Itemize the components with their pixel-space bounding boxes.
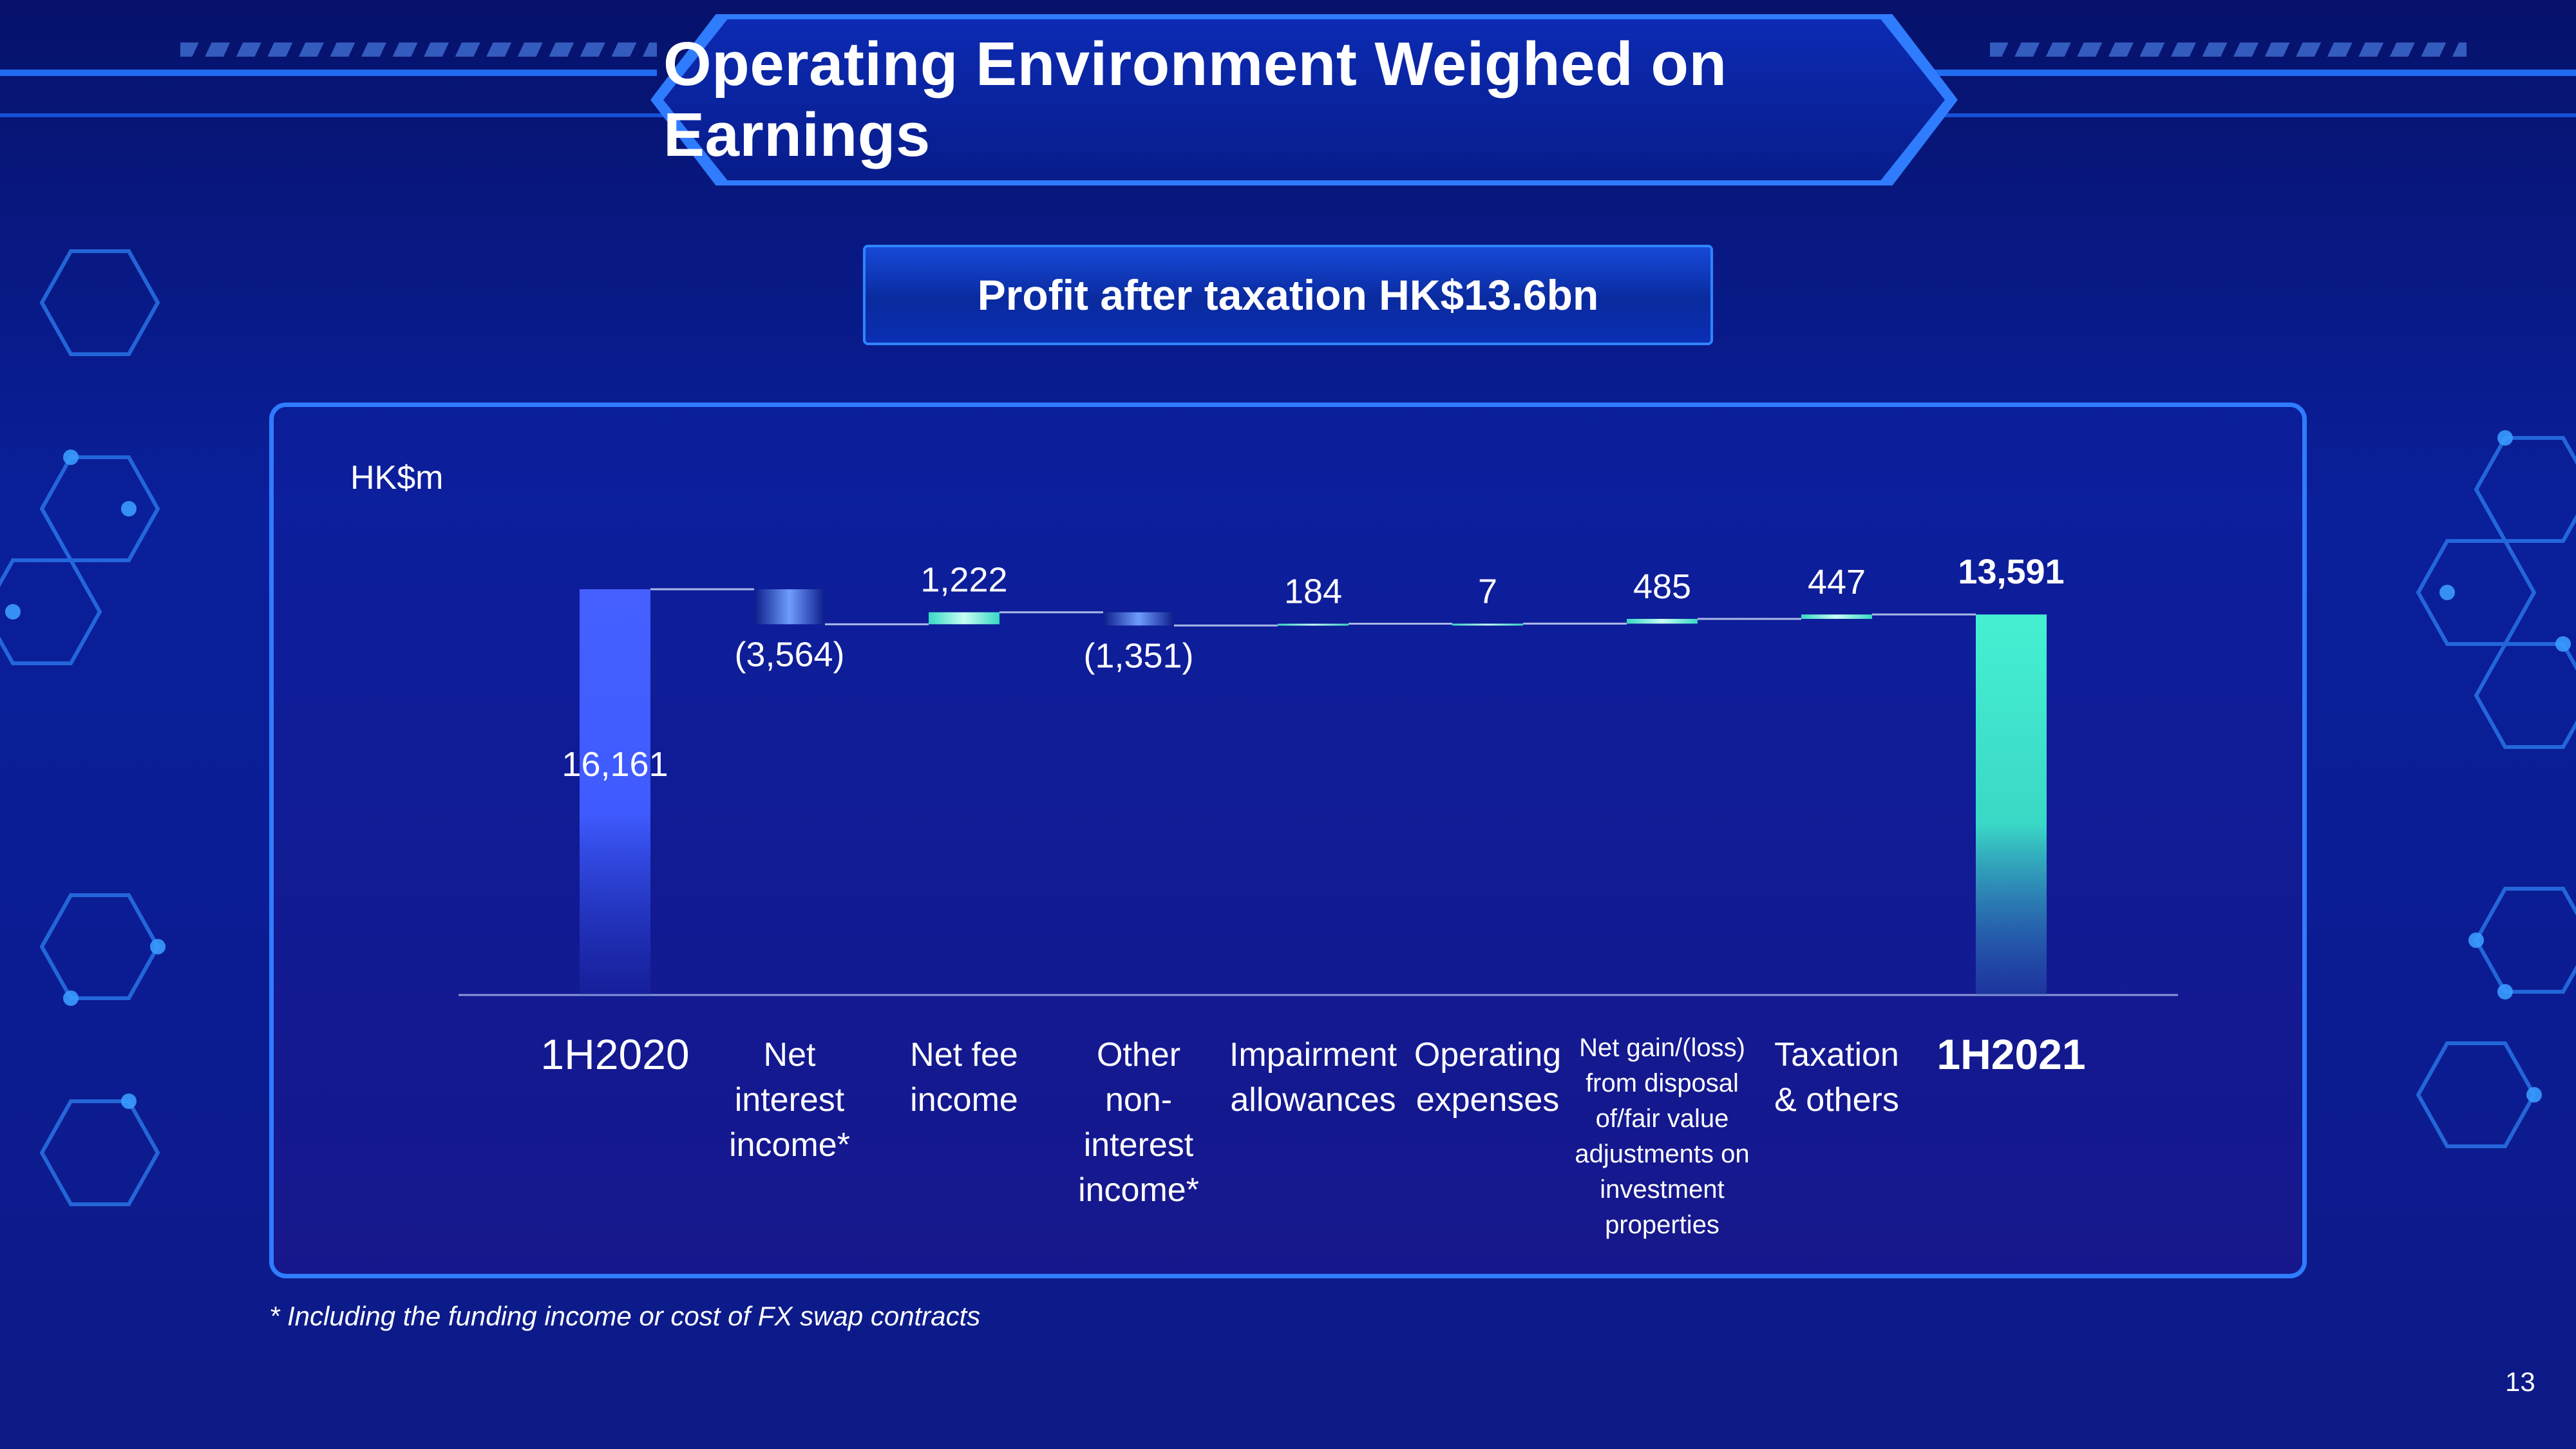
header-stripes-left: [180, 43, 657, 57]
value-label-1: (3,564): [734, 635, 844, 674]
header-line-right-lower: [1906, 113, 2576, 117]
profit-banner: Profit after taxation HK$13.6bn: [863, 245, 1713, 345]
category-label-3: Other non-interest income*: [1078, 1036, 1199, 1209]
value-label-2: 1,222: [920, 561, 1007, 600]
bar-8: [1976, 614, 2047, 995]
bar-3: [1103, 612, 1174, 626]
bar-6: [1627, 618, 1698, 624]
value-label-7: 447: [1808, 563, 1866, 601]
value-label-6: 485: [1633, 567, 1691, 606]
header-stripes-right: [1990, 43, 2467, 57]
category-label-1: Net interest income*: [729, 1036, 850, 1164]
page-number: 13: [2505, 1367, 2535, 1397]
bar-7: [1801, 614, 1872, 619]
value-label-4: 184: [1284, 572, 1342, 611]
category-label-2: Net fee income: [910, 1036, 1018, 1119]
header-line-left: [0, 70, 657, 76]
bar-0: [580, 589, 650, 995]
bar-4: [1278, 623, 1349, 626]
header-line-right: [1919, 70, 2576, 76]
hexagon-pattern-right: [2416, 430, 2576, 1148]
title-plate: [663, 19, 1945, 180]
bar-2: [929, 612, 999, 625]
page-title: Operating Environment Weighed on Earning…: [663, 30, 1727, 169]
value-label-3: (1,351): [1083, 636, 1193, 675]
hexagon-pattern-left: [0, 249, 166, 1206]
value-label-5: 7: [1478, 572, 1497, 611]
category-label-6: Net gain/(loss) from disposal of/fair valu…: [1575, 1034, 1749, 1239]
category-label-0: 1H2020: [540, 1030, 689, 1078]
category-label-5: Operating expenses: [1414, 1036, 1561, 1119]
value-label-0: 16,161: [562, 745, 668, 784]
bar-1: [754, 589, 825, 625]
bar-5: [1452, 623, 1523, 626]
footnote: * Including the funding income or cost o…: [269, 1301, 981, 1331]
value-label-8: 13,591: [1958, 553, 2064, 591]
category-label-8: 1H2021: [1937, 1030, 2085, 1078]
category-label-4: Impairment allowances: [1229, 1036, 1397, 1119]
unit-label: HK$m: [350, 459, 444, 497]
category-label-7: Taxation & others: [1774, 1036, 1899, 1119]
header-line-left-lower: [0, 113, 670, 117]
